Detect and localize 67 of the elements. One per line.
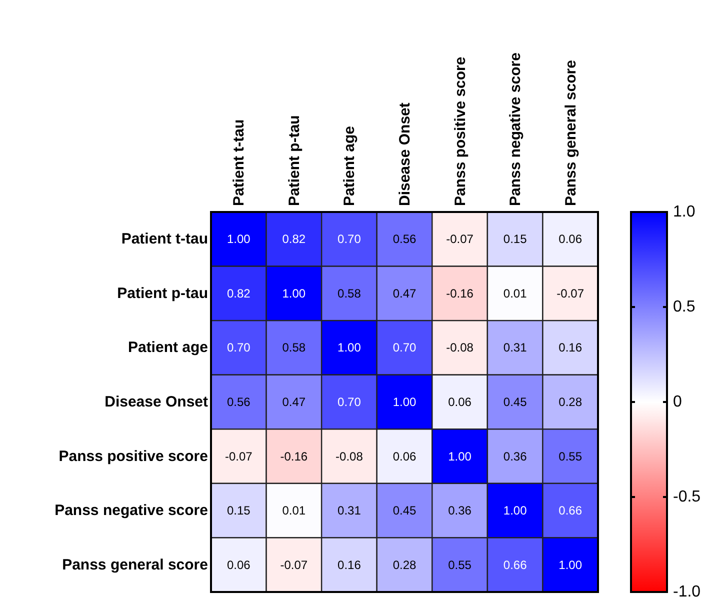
data-label: -0.08 <box>446 340 474 355</box>
data-label: 0.70 <box>226 340 251 355</box>
data-label: 0.06 <box>392 449 416 464</box>
x-tick-label: Disease Onset <box>396 102 414 206</box>
data-label: 0.47 <box>282 395 306 409</box>
data-label: 0.56 <box>392 232 416 246</box>
data-label: 0.70 <box>392 340 416 355</box>
data-label: 0.66 <box>503 558 528 572</box>
color-bar-label: -0.5 <box>673 488 701 506</box>
color-bar-label: 0.5 <box>673 298 696 316</box>
data-label: 0.01 <box>282 504 306 518</box>
data-label: 0.82 <box>226 286 251 300</box>
data-label: 0.01 <box>503 286 528 300</box>
data-label: 0.28 <box>392 558 416 572</box>
y-tick-label: Disease Onset <box>104 394 208 410</box>
color-bar-label: 0 <box>673 394 682 410</box>
data-label: 1.00 <box>338 340 362 355</box>
y-tick-label: Patient t-tau <box>121 230 208 248</box>
x-tick-label: Panss general score <box>562 60 580 206</box>
data-label: 0.15 <box>503 232 528 246</box>
data-label: 0.70 <box>338 232 362 246</box>
x-tick-label: Patient age <box>341 126 358 206</box>
data-label: -0.16 <box>280 449 308 464</box>
y-tick-label: Panss negative score <box>54 502 208 520</box>
data-label: -0.07 <box>280 558 308 572</box>
data-label: 0.06 <box>448 395 472 409</box>
data-label: 0.82 <box>282 232 306 246</box>
x-tick-label: Panss negative score <box>507 52 524 206</box>
data-label: 0.36 <box>503 449 528 464</box>
data-label: 0.06 <box>558 232 582 246</box>
data-label: 1.00 <box>448 449 472 464</box>
data-label: 0.55 <box>558 449 582 464</box>
x-tick-label: Patient p-tau <box>286 115 303 206</box>
y-tick-label: Panss positive score <box>58 448 208 465</box>
data-label: 0.58 <box>338 286 362 300</box>
data-label: 0.36 <box>448 504 472 518</box>
data-label: -0.07 <box>446 232 474 246</box>
data-label: 0.58 <box>282 340 306 355</box>
x-tick-label: Panss positive score <box>452 56 469 206</box>
data-label: -0.08 <box>336 449 364 464</box>
data-label: 0.45 <box>392 504 416 518</box>
data-label: 1.00 <box>503 504 528 518</box>
y-tick-label: Panss general score <box>62 556 208 574</box>
color-bar-label: -1.0 <box>673 584 701 600</box>
color-bar-label: 1.0 <box>673 204 696 220</box>
data-label: 1.00 <box>558 558 582 572</box>
data-label: 0.28 <box>558 395 582 409</box>
data-label: 0.45 <box>503 395 528 409</box>
data-label: 0.55 <box>448 558 472 572</box>
y-tick-label: Patient age <box>128 339 208 356</box>
data-label: 0.56 <box>226 395 251 409</box>
data-label: 1.00 <box>392 395 416 409</box>
data-label: 1.00 <box>282 286 306 300</box>
data-label: 0.15 <box>226 504 251 518</box>
data-label: 0.47 <box>392 286 416 300</box>
data-label: 0.66 <box>558 504 582 518</box>
data-label: -0.07 <box>224 449 253 464</box>
data-label: 1.00 <box>226 232 251 246</box>
y-tick-label: Patient p-tau <box>117 284 208 302</box>
data-label: -0.16 <box>446 286 474 300</box>
data-label: 0.16 <box>558 340 582 355</box>
data-label: 0.31 <box>503 340 528 355</box>
data-label: -0.07 <box>556 286 584 300</box>
data-label: 0.70 <box>338 395 362 409</box>
data-label: 0.16 <box>338 558 362 572</box>
data-label: 0.31 <box>338 504 362 518</box>
data-label: 0.06 <box>226 558 251 572</box>
